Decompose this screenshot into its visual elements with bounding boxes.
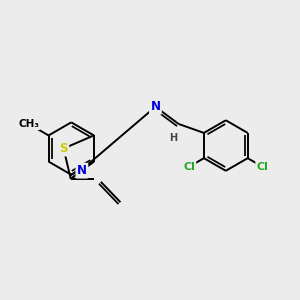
Text: Cl: Cl [183, 162, 195, 172]
Text: N: N [151, 100, 160, 113]
Text: N: N [77, 164, 87, 177]
Text: S: S [59, 142, 68, 155]
Text: H: H [169, 133, 177, 143]
Text: CH₃: CH₃ [18, 119, 39, 129]
Text: Cl: Cl [257, 162, 268, 172]
